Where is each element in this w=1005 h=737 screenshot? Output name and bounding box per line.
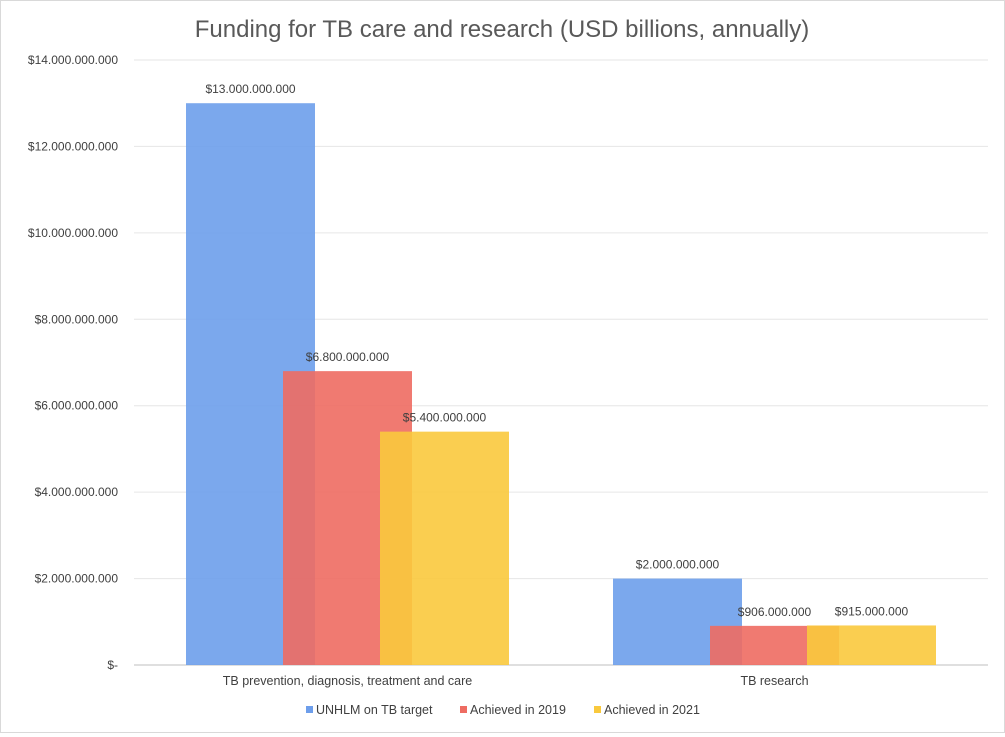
- x-category-label: TB prevention, diagnosis, treatment and …: [223, 674, 472, 688]
- y-tick-label: $10.000.000.000: [28, 226, 118, 240]
- legend-swatch: [594, 706, 601, 713]
- data-label: $5.400.000.000: [403, 411, 487, 425]
- legend-swatch: [306, 706, 313, 713]
- bars: [186, 103, 936, 665]
- data-label: $906.000.000: [738, 605, 812, 619]
- y-tick-label: $6.000.000.000: [35, 399, 119, 413]
- data-label: $2.000.000.000: [636, 558, 720, 572]
- bar-achieved-in-2021: [807, 625, 936, 665]
- data-label: $6.800.000.000: [306, 350, 390, 364]
- bar-achieved-in-2021: [380, 431, 509, 665]
- legend-label: Achieved in 2021: [604, 703, 700, 717]
- x-category-label: TB research: [740, 674, 808, 688]
- y-tick-label: $2.000.000.000: [35, 572, 119, 586]
- y-tick-label: $14.000.000.000: [28, 53, 118, 67]
- legend: UNHLM on TB target Achieved in 2019 Achiev…: [306, 703, 700, 717]
- data-label: $13.000.000.000: [205, 82, 295, 96]
- chart-title: Funding for TB care and research (USD bi…: [195, 16, 810, 43]
- y-tick-label: $-: [107, 658, 118, 672]
- data-label: $915.000.000: [835, 604, 909, 618]
- y-tick-label: $4.000.000.000: [35, 485, 119, 499]
- y-tick-label: $8.000.000.000: [35, 312, 119, 326]
- legend-swatch: [460, 706, 467, 713]
- data-labels: $13.000.000.000 $6.800.000.000 $5.400.000.…: [205, 82, 908, 619]
- legend-label: UNHLM on TB target: [316, 703, 433, 717]
- y-tick-label: $12.000.000.000: [28, 139, 118, 153]
- legend-label: Achieved in 2019: [470, 703, 566, 717]
- x-axis-categories: TB prevention, diagnosis, treatment and …: [223, 674, 809, 688]
- y-axis-ticks: $- $2.000.000.000 $4.000.000.000 $6.000.000…: [28, 53, 118, 672]
